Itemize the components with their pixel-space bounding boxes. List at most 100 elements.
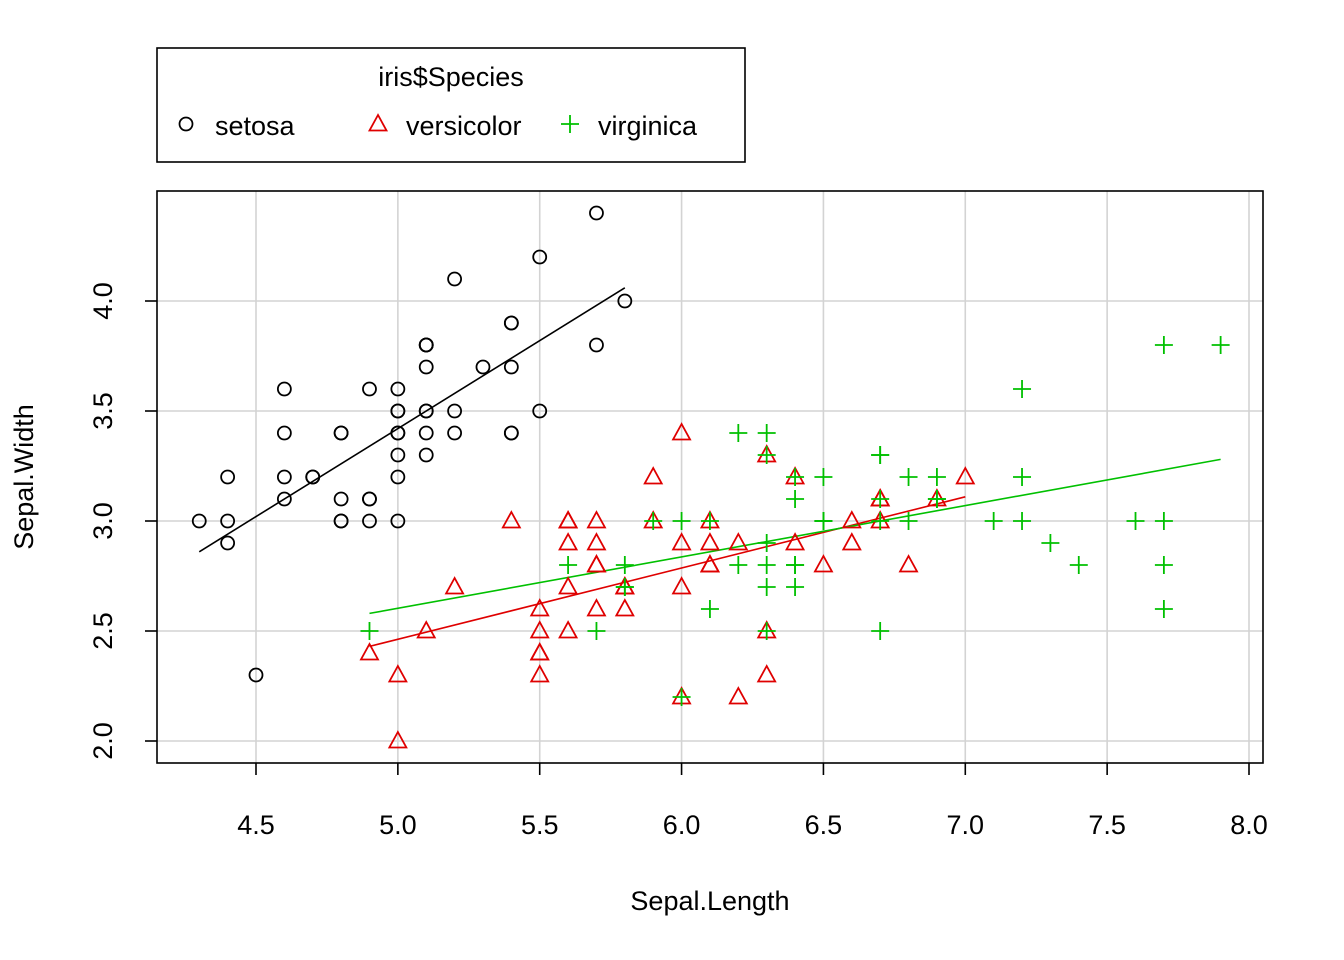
point-setosa [475,359,491,375]
point-versicolor [643,466,664,485]
point-versicolor [501,510,522,529]
point-virginica [700,512,719,530]
point-versicolor [841,532,862,551]
point-versicolor [558,620,579,639]
point-setosa [617,293,633,309]
x-axis: 4.5 5.0 5.5 6.0 6.5 7.0 7.5 8.0 [237,763,1268,840]
point-setosa [532,403,548,419]
point-setosa [220,535,236,551]
point-virginica [1154,336,1173,354]
point-virginica [899,512,918,530]
point-virginica [1126,512,1145,530]
point-setosa [418,403,434,419]
fit-line-setosa [198,287,626,553]
point-setosa [418,425,434,441]
point-virginica [786,556,805,574]
point-versicolor [756,664,777,683]
point-virginica [814,512,833,530]
point-virginica [615,578,634,596]
y-tick-label: 4.0 [88,282,118,320]
point-versicolor [586,598,607,617]
point-setosa [333,513,349,529]
y-tick-label: 2.0 [88,722,118,760]
point-versicolor [671,532,692,551]
point-virginica [899,468,918,486]
data-points [191,205,1230,749]
point-virginica [757,556,776,574]
point-virginica [786,578,805,596]
point-virginica [729,556,748,574]
point-virginica [927,490,946,508]
point-virginica [360,622,379,640]
point-setosa [305,469,321,485]
point-setosa [447,403,463,419]
point-versicolor [728,532,749,551]
point-setosa [248,667,264,683]
point-setosa [276,425,292,441]
y-tick-label: 3.5 [88,392,118,430]
point-versicolor [558,510,579,529]
point-versicolor [529,598,550,617]
plot-frame [156,190,1264,764]
point-virginica [757,622,776,640]
point-virginica [700,600,719,618]
point-setosa [532,249,548,265]
point-versicolor [558,510,579,529]
point-virginica [871,490,890,508]
y-axis-title: Sepal.Width [9,404,39,550]
point-setosa [418,359,434,375]
x-tick-label: 6.0 [663,810,701,840]
point-virginica [1069,556,1088,574]
point-virginica [757,534,776,552]
point-virginica [729,424,748,442]
point-versicolor [529,642,550,661]
point-virginica [786,468,805,486]
legend-label-versicolor: versicolor [406,111,522,141]
point-setosa [276,491,292,507]
point-versicolor [614,598,635,617]
point-virginica [1013,380,1032,398]
point-setosa [390,447,406,463]
point-virginica [1041,534,1060,552]
legend-box [156,47,746,163]
point-virginica [1013,468,1032,486]
point-versicolor [898,554,919,573]
y-axis: 2.0 2.5 3.0 3.5 4.0 [88,282,157,760]
point-setosa [220,513,236,529]
fit-line-virginica [369,458,1221,615]
point-virginica [871,446,890,464]
point-setosa [390,381,406,397]
point-setosa [503,425,519,441]
point-virginica [644,512,663,530]
x-tick-label: 4.5 [237,810,275,840]
point-setosa [333,491,349,507]
point-virginica [1154,556,1173,574]
point-virginica [871,622,890,640]
point-setosa [276,469,292,485]
point-setosa [390,403,406,419]
point-virginica [672,512,691,530]
point-setosa [589,337,604,353]
point-setosa [362,513,377,529]
point-versicolor [671,422,692,441]
legend-label-virginica: virginica [598,111,698,141]
y-tick-label: 3.0 [88,502,118,540]
point-setosa [276,381,292,397]
point-setosa [447,425,463,441]
point-virginica [1013,512,1032,530]
point-virginica [1154,512,1173,530]
legend-title: iris$Species [378,62,524,92]
point-setosa [390,469,406,485]
point-versicolor [699,554,720,573]
point-versicolor [813,554,834,573]
x-axis-title: Sepal.Length [630,886,789,916]
point-virginica [814,468,833,486]
point-virginica [757,424,776,442]
point-setosa [390,425,406,441]
point-setosa [418,447,434,463]
point-versicolor [558,532,579,551]
point-virginica [927,468,946,486]
legend-marker-versicolor [367,113,389,132]
point-setosa [220,469,236,485]
fit-line-versicolor [369,496,966,648]
